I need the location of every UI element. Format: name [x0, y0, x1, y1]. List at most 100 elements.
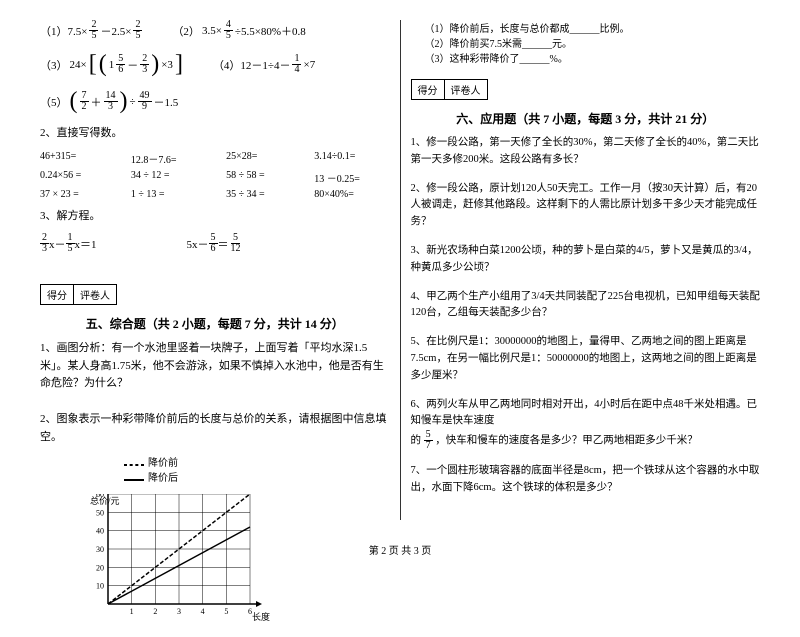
section-6-title: 六、应用题（共 7 小题，每题 3 分，共计 21 分） [411, 110, 761, 127]
frac: 14 [292, 54, 301, 75]
fill-1: （1）降价前后，长度与总价都成______比例。 [425, 20, 761, 35]
p2-title: 2、直接写得数。 [40, 125, 390, 143]
text: ÷ [130, 96, 136, 108]
expr-1-2: （2） 3.5× 45 ÷5.5×80%＋0.8 [172, 20, 305, 41]
text: x－ [49, 236, 66, 252]
eq1: 23 x－ 15 x＝1 [40, 233, 97, 254]
q6-5: 5、在比例尺是1：30000000的地图上，量得甲、乙两地之间的图上距离是7.5… [411, 334, 761, 384]
frac: 15 [66, 233, 75, 254]
dash-swatch [124, 464, 144, 466]
calc-item: 3.14÷0.1= [314, 151, 389, 166]
fill-3: （3）这种彩带降价了______%。 [425, 50, 761, 65]
frac: 143 [104, 91, 118, 112]
text: ，快车和慢车的速度各是多少？甲乙两地相距多少千米？ [435, 435, 698, 446]
score-label: 得分 [412, 80, 445, 99]
text: （4）12－1÷4－ [213, 57, 291, 73]
text: － [127, 57, 138, 73]
svg-text:1: 1 [130, 607, 134, 616]
calc-item: 34 ÷ 12 = [131, 170, 206, 185]
eq2: 5x－ 56 ＝ 512 [187, 233, 243, 254]
text: （2） [172, 23, 200, 39]
frac: 45 [224, 20, 233, 41]
svg-text:总价/元: 总价/元 [90, 495, 120, 506]
calc-item: 35 ÷ 34 = [226, 189, 294, 200]
text: x＝1 [75, 236, 97, 252]
legend2: 降价后 [148, 473, 178, 484]
text: ×7 [303, 59, 315, 71]
paren: ) [120, 88, 128, 115]
text: 1 [109, 59, 115, 71]
frac: 499 [138, 91, 152, 112]
q6-7: 7、一个圆柱形玻璃容器的底面半径是8cm，把一个铁球从这个容器的水中取出，水面下… [411, 463, 761, 497]
expr-1-5: （5） ( 72 ＋ 143 ) ÷ 499 －1.5 [40, 88, 178, 115]
q6-3: 3、新光农场种白菜1200公顷，种的萝卜是白菜的4/5，萝卜又是黄瓜的3/4，种… [411, 243, 761, 277]
paren: ( [99, 51, 107, 78]
eq-row: 23 x－ 15 x＝1 5x－ 56 ＝ 512 [40, 233, 390, 254]
frac: 23 [140, 54, 149, 75]
score-label: 得分 [41, 285, 74, 304]
right-column: （1）降价前后，长度与总价都成______比例。 （2）降价前买7.5米需___… [401, 20, 771, 520]
calc-grid: 46+315=12.8－7.6=25×28=3.14÷0.1=0.24×56 =… [40, 151, 390, 200]
prob-row-1: （1）7.5× 25 －2.5× 25 （2） 3.5× 45 ÷5.5×80%… [40, 20, 390, 41]
frac: 56 [209, 233, 218, 254]
text: （3） [40, 57, 68, 73]
svg-text:5: 5 [224, 607, 228, 616]
calc-item: 37 × 23 = [40, 189, 111, 200]
text: －2.5× [100, 23, 131, 39]
bracket: ] [175, 51, 183, 78]
calc-item: 0.24×56 = [40, 170, 111, 185]
text: －1.5 [154, 94, 179, 110]
frac: 72 [80, 91, 89, 112]
text: 6、两列火车从甲乙两地同时相对开出，4小时后在距中点48千米处相遇。已知慢车是快… [411, 399, 758, 427]
chart-legend: 降价前 降价后 [120, 454, 390, 484]
text: 的 [411, 435, 422, 446]
svg-text:3: 3 [177, 607, 181, 616]
text: 3.5× [202, 25, 222, 37]
expr-1-1: （1）7.5× 25 －2.5× 25 [40, 20, 142, 41]
paren: ) [151, 51, 159, 78]
calc-item: 46+315= [40, 151, 111, 166]
fill-2: （2）降价前买7.5米需______元。 [425, 35, 761, 50]
prob-row-2: （3） 24× [ ( 1 56 － 23 ) ×3 ] （4）12－1÷4－ … [40, 51, 390, 78]
calc-item: 12.8－7.6= [131, 151, 206, 166]
section-5-title: 五、综合题（共 2 小题，每题 7 分，共计 14 分） [40, 315, 390, 332]
text: ＝ [218, 236, 229, 252]
q6-1: 1、修一段公路，第一天修了全长的30%，第二天修了全长的40%，第二天比第一天多… [411, 135, 761, 169]
page-footer: 第 2 页 共 3 页 [0, 542, 800, 557]
svg-text:40: 40 [96, 527, 104, 536]
grader-label: 评卷人 [74, 285, 116, 304]
calc-item: 58 ÷ 58 = [226, 170, 294, 185]
frac: 23 [40, 233, 49, 254]
bracket: [ [89, 51, 97, 78]
q5-2: 2、图象表示一种彩带降价前后的长度与总价的关系，请根据图中信息填空。 [40, 411, 390, 446]
solid-swatch [124, 479, 144, 481]
page-columns: （1）7.5× 25 －2.5× 25 （2） 3.5× 45 ÷5.5×80%… [30, 20, 770, 520]
q6-2: 2、修一段公路，原计划120人50天完工。工作一月（按30天计算）后，有20人被… [411, 181, 761, 231]
svg-text:2: 2 [153, 607, 157, 616]
paren: ( [70, 88, 78, 115]
frac: 25 [133, 20, 142, 41]
expr-1-4: （4）12－1÷4－ 14 ×7 [213, 54, 315, 75]
p3-title: 3、解方程。 [40, 208, 390, 226]
calc-item: 1 ÷ 13 = [131, 189, 206, 200]
frac: 25 [89, 20, 98, 41]
score-box-6: 得分 评卷人 [411, 79, 488, 100]
text: ×3 [161, 59, 173, 71]
price-chart: 123456102030405060总价/元长度/米 [70, 494, 270, 634]
svg-text:长度/米: 长度/米 [252, 611, 270, 622]
frac: 512 [229, 233, 243, 254]
score-box-5: 得分 评卷人 [40, 284, 117, 305]
text: ＋ [91, 94, 102, 110]
calc-item: 80×40%= [314, 189, 389, 200]
prob-row-3: （5） ( 72 ＋ 143 ) ÷ 499 －1.5 [40, 88, 390, 115]
text: 24× [70, 59, 87, 71]
text: ÷5.5×80%＋0.8 [235, 23, 306, 39]
left-column: （1）7.5× 25 －2.5× 25 （2） 3.5× 45 ÷5.5×80%… [30, 20, 401, 520]
text: （5） [40, 94, 68, 110]
q5-1: 1、画图分析：有一个水池里竖着一块牌子，上面写着「平均水深1.5米」。某人身高1… [40, 340, 390, 393]
q6-4: 4、甲乙两个生产小组用了3/4天共同装配了225台电视机，已知甲组每天装配120… [411, 289, 761, 323]
frac: 56 [116, 54, 125, 75]
calc-item: 13 －0.25= [314, 170, 389, 185]
frac: 57 [424, 430, 433, 451]
svg-text:50: 50 [96, 508, 104, 517]
